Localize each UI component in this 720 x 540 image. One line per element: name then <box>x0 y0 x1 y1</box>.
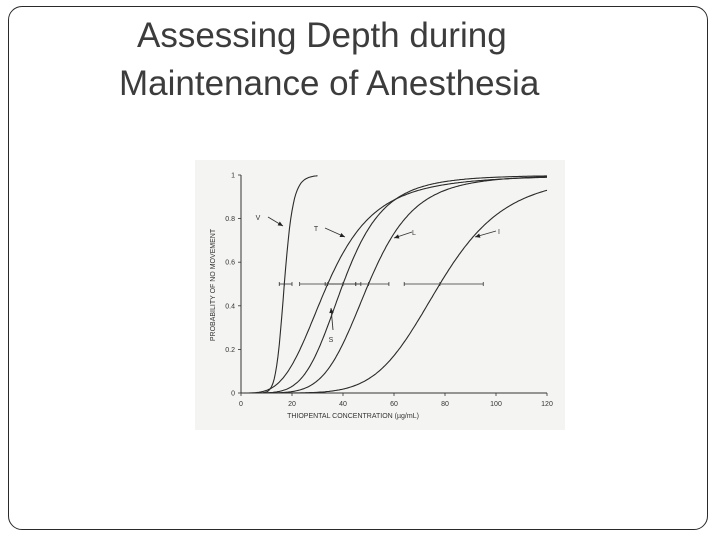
y-tick-label: 0.2 <box>225 347 235 354</box>
y-tick-label: 0.4 <box>225 303 235 310</box>
figure: 0 20 40 60 80 100 120 0 0.2 0.4 0.6 0.8 1 V T S L I THIO… <box>195 160 565 430</box>
series-curve-L <box>243 176 547 394</box>
arrowhead-V <box>277 221 283 226</box>
slide-title: Assessing Depth during Maintenance of An… <box>0 12 720 108</box>
y-tick-label: 0 <box>231 391 235 398</box>
y-tick-label: 0.6 <box>225 260 235 267</box>
slide-title-line1: Assessing Depth during <box>137 16 507 55</box>
x-axis-label: THIOPENTAL CONCENTRATION (µg/mL) <box>287 413 419 420</box>
x-tick-label: 60 <box>390 401 398 408</box>
arrowhead-I <box>475 233 481 238</box>
chart-curves <box>243 175 548 394</box>
curve-label-V: V <box>256 215 261 222</box>
y-axis-label: PROBABILITY OF NO MOVEMENT <box>210 228 217 341</box>
y-tick-label: 1 <box>231 173 235 180</box>
slide-title-line2: Maintenance of Anesthesia <box>119 64 540 103</box>
x-tick-label: 40 <box>339 401 347 408</box>
y-tick-label: 0.8 <box>225 216 235 223</box>
chart-error-bars <box>278 282 484 286</box>
curve-label-T: T <box>314 226 319 233</box>
arrowhead-T <box>339 232 345 237</box>
series-curve-T <box>243 176 547 394</box>
curve-label-I: I <box>498 229 500 236</box>
x-tick-label: 120 <box>541 401 553 408</box>
curve-label-L: L <box>412 230 416 237</box>
chart-axes: 0 20 40 60 80 100 120 0 0.2 0.4 0.6 0.8 1 <box>225 173 553 409</box>
chart-annotations: V T S L I <box>256 215 500 344</box>
x-tick-label: 80 <box>441 401 449 408</box>
slide-frame <box>8 6 708 530</box>
series-curve-I <box>243 189 548 394</box>
arrowhead-L <box>394 234 400 239</box>
series-curve-S <box>243 175 547 394</box>
x-tick-label: 20 <box>288 401 296 408</box>
x-tick-label: 100 <box>490 401 502 408</box>
arrowhead-S <box>329 308 334 314</box>
curve-label-S: S <box>329 337 334 344</box>
x-tick-label: 0 <box>239 401 243 408</box>
probability-chart: 0 20 40 60 80 100 120 0 0.2 0.4 0.6 0.8 1 V T S L I THIO… <box>210 173 553 421</box>
